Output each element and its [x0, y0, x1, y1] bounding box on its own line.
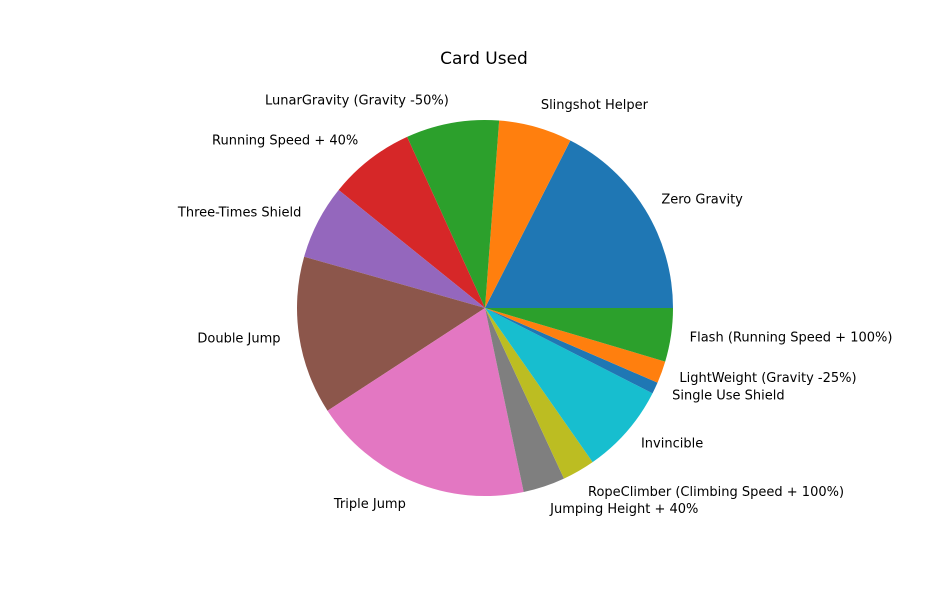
pie-labels: Zero Gravity Slingshot Helper LunarGravity… — [177, 93, 893, 517]
pie-slice-label: Zero Gravity — [661, 192, 743, 207]
pie-slice-label: Double Jump — [197, 332, 280, 347]
pie-slice-3 — [407, 119, 500, 309]
pie-slice-4 — [338, 136, 485, 308]
pie-slice-label: Slingshot Helper — [541, 98, 649, 113]
pie-slice-label: RopeClimber (Climbing Speed + 100%) — [588, 485, 844, 500]
pie-slice-label: LunarGravity (Gravity -50%) — [265, 93, 449, 108]
pie-slice-10 — [485, 308, 653, 463]
pie-slice-label: Jumping Height + 40% — [549, 502, 698, 517]
pie-slice-11 — [485, 308, 658, 394]
pie-slice-7 — [327, 308, 524, 496]
pie-slice-label: Running Speed + 40% — [212, 134, 358, 149]
pie-slice-5 — [304, 189, 485, 308]
pie-slice-label: Three-Times Shield — [177, 205, 301, 220]
pie-slice-label: Invincible — [641, 436, 703, 451]
pie-slice-2 — [485, 120, 571, 308]
pie-slice-label: LightWeight (Gravity -25%) — [679, 371, 856, 386]
pie-slice-label: Triple Jump — [333, 497, 406, 512]
pie-slice-12 — [485, 308, 666, 383]
pie-slice-6 — [297, 256, 485, 411]
chart-title: Card Used — [440, 49, 528, 69]
pie-slice-8 — [485, 308, 564, 492]
pie-slice-label: Single Use Shield — [672, 389, 784, 404]
pie-slice-13 — [485, 308, 673, 362]
pie-slices — [297, 119, 673, 496]
pie-slice-9 — [485, 308, 593, 479]
pie-slice-label: Flash (Running Speed + 100%) — [690, 330, 893, 345]
pie-slice-1 — [485, 140, 673, 308]
